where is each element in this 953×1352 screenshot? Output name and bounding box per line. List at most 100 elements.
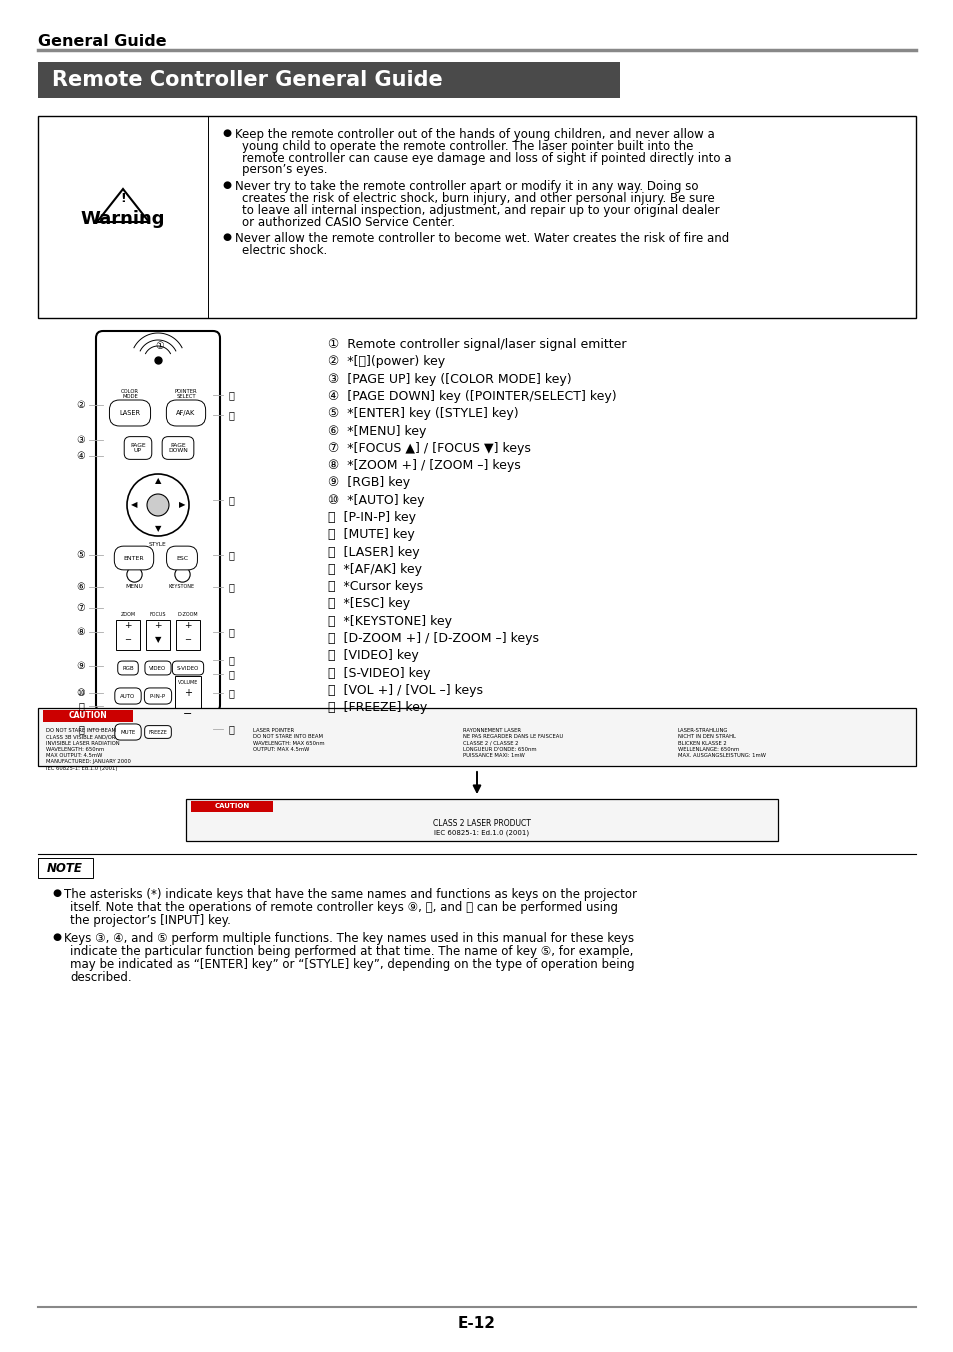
Text: ⑶: ⑶ xyxy=(228,688,233,698)
Text: Keep the remote controller out of the hands of young children, and never allow a: Keep the remote controller out of the ha… xyxy=(234,128,714,141)
Text: VOLUME: VOLUME xyxy=(177,680,198,685)
Text: described.: described. xyxy=(70,971,132,984)
Text: ⑷  [FREEZE] key: ⑷ [FREEZE] key xyxy=(328,702,427,714)
Text: +: + xyxy=(184,621,192,630)
Text: RAYONNEMENT LASER: RAYONNEMENT LASER xyxy=(462,727,520,733)
Text: LONGUEUR D'ONDE: 650nm: LONGUEUR D'ONDE: 650nm xyxy=(462,746,536,752)
Text: −: − xyxy=(183,708,193,719)
Text: LASER-STRAHLUNG: LASER-STRAHLUNG xyxy=(678,727,727,733)
Text: ③  [PAGE UP] key ([COLOR MODE] key): ③ [PAGE UP] key ([COLOR MODE] key) xyxy=(328,373,571,385)
Text: ⑮: ⑮ xyxy=(228,495,233,506)
Text: remote controller can cause eye damage and loss of sight if pointed directly int: remote controller can cause eye damage a… xyxy=(242,151,731,165)
Bar xyxy=(38,116,915,318)
Text: the projector’s [INPUT] key.: the projector’s [INPUT] key. xyxy=(70,914,231,927)
Text: or authorized CASIO Service Center.: or authorized CASIO Service Center. xyxy=(242,215,455,228)
Text: ③: ③ xyxy=(76,435,85,445)
Text: BLICKEN KLASSE 2: BLICKEN KLASSE 2 xyxy=(678,741,726,745)
Text: Never try to take the remote controller apart or modify it in any way. Doing so: Never try to take the remote controller … xyxy=(234,180,698,193)
Bar xyxy=(174,676,201,725)
Text: ⑱: ⑱ xyxy=(228,627,233,637)
Bar xyxy=(175,621,200,650)
Text: ●: ● xyxy=(52,932,61,942)
Text: ⑳  [S-VIDEO] key: ⑳ [S-VIDEO] key xyxy=(328,667,430,680)
Text: E-12: E-12 xyxy=(457,1317,496,1332)
Text: CLASS 2 LASER PRODUCT: CLASS 2 LASER PRODUCT xyxy=(433,819,531,827)
Text: ESC: ESC xyxy=(175,556,188,561)
Text: FREEZE: FREEZE xyxy=(149,730,168,734)
Bar xyxy=(116,621,140,650)
Text: WAVELENGTH: MAX 650nm: WAVELENGTH: MAX 650nm xyxy=(253,741,324,745)
Text: ◀: ◀ xyxy=(131,500,137,510)
Text: ▼: ▼ xyxy=(154,635,161,645)
Text: CAUTION: CAUTION xyxy=(214,803,250,810)
Text: ⑮  *Cursor keys: ⑮ *Cursor keys xyxy=(328,580,423,594)
Text: Keys ③, ④, and ⑤ perform multiple functions. The key names used in this manual f: Keys ③, ④, and ⑤ perform multiple functi… xyxy=(64,932,634,945)
Text: INVISIBLE LASER RADIATION: INVISIBLE LASER RADIATION xyxy=(46,741,119,745)
Text: −: − xyxy=(125,635,132,645)
Text: Warning: Warning xyxy=(81,210,165,228)
Text: CLASSE 2 / CLASSE 2: CLASSE 2 / CLASSE 2 xyxy=(462,741,518,745)
Text: DO NOT STARE INTO BEAM: DO NOT STARE INTO BEAM xyxy=(46,727,116,733)
Text: +: + xyxy=(184,688,192,698)
Bar xyxy=(186,799,778,841)
Text: ●: ● xyxy=(222,233,231,242)
Text: ●: ● xyxy=(222,128,231,138)
Bar xyxy=(191,800,273,813)
Text: ⑱  [D-ZOOM +] / [D-ZOOM –] keys: ⑱ [D-ZOOM +] / [D-ZOOM –] keys xyxy=(328,633,538,645)
Text: ④  [PAGE DOWN] key ([POINTER/SELECT] key): ④ [PAGE DOWN] key ([POINTER/SELECT] key) xyxy=(328,389,616,403)
Text: General Guide: General Guide xyxy=(38,34,167,49)
Text: The asterisks (*) indicate keys that have the same names and functions as keys o: The asterisks (*) indicate keys that hav… xyxy=(64,888,637,900)
Text: WAVELENGTH: 650nm: WAVELENGTH: 650nm xyxy=(46,746,104,752)
Text: ⑥: ⑥ xyxy=(76,581,85,592)
Text: MENU: MENU xyxy=(125,584,143,588)
Text: DO NOT STARE INTO BEAM: DO NOT STARE INTO BEAM xyxy=(253,734,323,740)
Text: ▶: ▶ xyxy=(178,500,185,510)
Text: OUTPUT: MAX 4.5mW: OUTPUT: MAX 4.5mW xyxy=(253,746,309,752)
Text: ⑰: ⑰ xyxy=(228,581,233,592)
Bar xyxy=(146,621,170,650)
Text: KEYSTONE: KEYSTONE xyxy=(169,584,194,588)
Text: ②: ② xyxy=(76,400,85,410)
Text: AF/AK: AF/AK xyxy=(176,410,195,416)
Text: Remote Controller General Guide: Remote Controller General Guide xyxy=(52,70,442,91)
Text: ●: ● xyxy=(222,180,231,191)
Text: COLOR: COLOR xyxy=(121,389,139,393)
Text: person’s eyes.: person’s eyes. xyxy=(242,164,327,176)
Text: may be indicated as “[ENTER] key” or “[STYLE] key”, depending on the type of ope: may be indicated as “[ENTER] key” or “[S… xyxy=(70,959,634,971)
Text: ZOOM: ZOOM xyxy=(120,612,135,618)
Text: ⑨: ⑨ xyxy=(76,661,85,671)
Text: itself. Note that the operations of remote controller keys ⑨, ⑭, and ⑶ can be pe: itself. Note that the operations of remo… xyxy=(70,900,618,914)
Text: PAGE
UP: PAGE UP xyxy=(130,442,146,453)
Circle shape xyxy=(127,475,189,535)
Text: ①  Remote controller signal/laser signal emitter: ① Remote controller signal/laser signal … xyxy=(328,338,626,352)
Text: +: + xyxy=(154,621,162,630)
Text: +: + xyxy=(124,621,132,630)
Text: ⑭: ⑭ xyxy=(228,410,233,420)
Text: −: − xyxy=(184,635,192,645)
Text: D-ZOOM: D-ZOOM xyxy=(177,612,198,618)
Text: MANUFACTURED: JANUARY 2000: MANUFACTURED: JANUARY 2000 xyxy=(46,760,131,764)
Text: CAUTION: CAUTION xyxy=(69,711,108,721)
Text: POINTER: POINTER xyxy=(174,389,197,393)
Text: STYLE: STYLE xyxy=(149,542,167,546)
Text: PUISSANCE MAXI: 1mW: PUISSANCE MAXI: 1mW xyxy=(462,753,524,758)
Text: ⑰  *[KEYSTONE] key: ⑰ *[KEYSTONE] key xyxy=(328,615,452,627)
Text: IEC 60825-1: Ed.1.0 (2001): IEC 60825-1: Ed.1.0 (2001) xyxy=(46,765,117,771)
Text: SELECT: SELECT xyxy=(176,393,195,399)
Text: PAGE
DOWN: PAGE DOWN xyxy=(168,442,188,453)
Text: ⑪: ⑪ xyxy=(78,700,84,711)
Text: Never allow the remote controller to become wet. Water creates the risk of fire : Never allow the remote controller to bec… xyxy=(234,233,728,246)
Text: ⑳: ⑳ xyxy=(228,669,233,679)
Text: young child to operate the remote controller. The laser pointer built into the: young child to operate the remote contro… xyxy=(242,139,693,153)
Text: ⑷: ⑷ xyxy=(228,725,233,734)
Text: ⑦  *[FOCUS ▲] / [FOCUS ▼] keys: ⑦ *[FOCUS ▲] / [FOCUS ▼] keys xyxy=(328,442,530,454)
Text: ⑤: ⑤ xyxy=(76,550,85,560)
Text: ⑧: ⑧ xyxy=(76,627,85,637)
Text: ⑲  [VIDEO] key: ⑲ [VIDEO] key xyxy=(328,649,418,662)
Text: ⑬  [LASER] key: ⑬ [LASER] key xyxy=(328,546,419,558)
Text: ①: ① xyxy=(155,341,164,352)
Text: ④: ④ xyxy=(76,452,85,461)
Text: ●: ● xyxy=(52,888,61,898)
Text: ⑩: ⑩ xyxy=(76,688,85,698)
Text: !: ! xyxy=(120,192,126,206)
